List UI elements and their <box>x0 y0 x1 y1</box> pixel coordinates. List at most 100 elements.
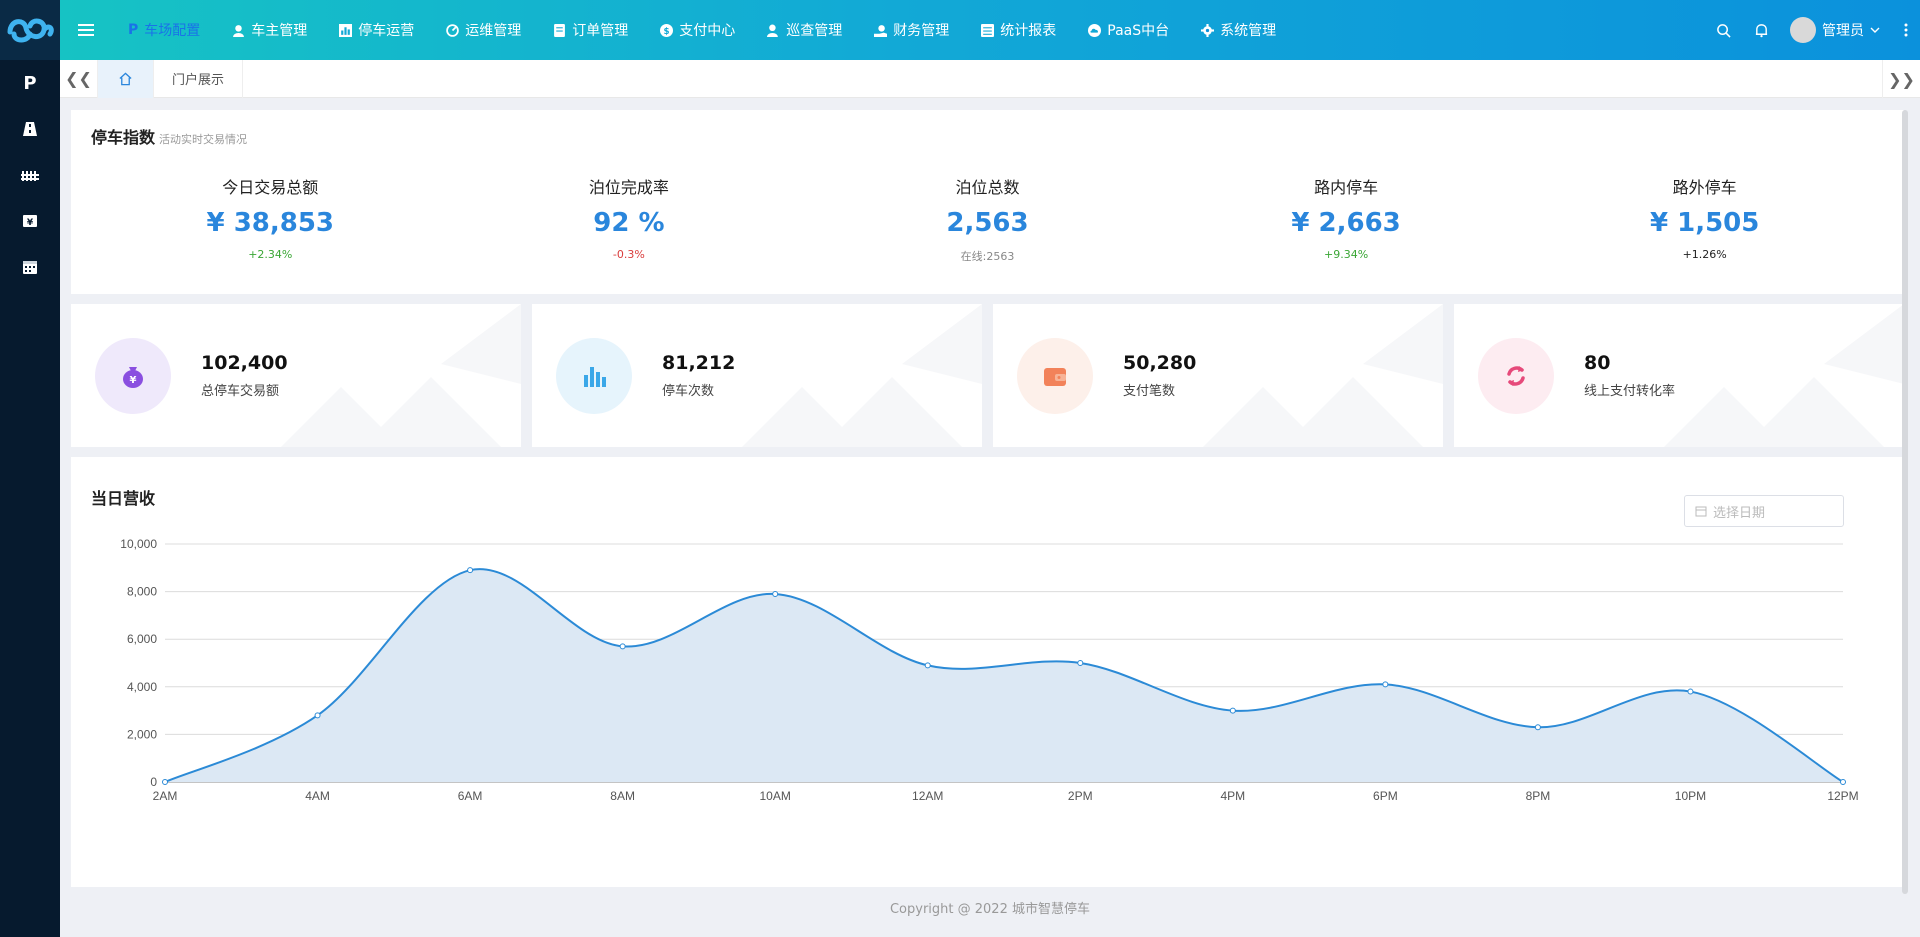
metric-label: 路外停车 <box>1672 178 1737 197</box>
nav-item-label: 车场配置 <box>144 23 201 39</box>
nav-item-system[interactable]: 系统管理 <box>1185 0 1292 60</box>
stat-label: 停车次数 <box>662 384 715 399</box>
nav-item-operations[interactable]: 停车运营 <box>323 0 430 60</box>
more-button[interactable] <box>1892 0 1920 60</box>
calendar-icon <box>23 261 37 274</box>
stat-card-total-transactions: ¥ 102,400 总停车交易额 <box>71 304 521 447</box>
home-icon <box>119 72 132 85</box>
rail-item-yen-card[interactable]: ¥ <box>0 198 60 244</box>
series-line <box>164 568 1844 783</box>
x-tick-label: 8PM <box>1526 789 1551 803</box>
left-rail: P ¥ <box>0 0 60 937</box>
rail-item-road[interactable] <box>0 106 60 152</box>
decorative-chevrons <box>1664 304 1904 447</box>
revenue-area-chart: 0 2,000 4,000 6,000 8,000 10,000 2AM 4AM 6AM 8AM 1… <box>120 537 1858 803</box>
metric-label: 泊位总数 <box>955 178 1020 197</box>
revenue-chart-card: 0 2,000 4,000 6,000 8,000 10,000 2AM 4AM 6AM 8AM 1… <box>71 457 1904 887</box>
parking-icon: P <box>128 22 139 38</box>
search-button[interactable] <box>1704 0 1742 60</box>
yen-card-icon: ¥ <box>23 215 37 228</box>
hamburger-icon <box>78 24 94 36</box>
data-point <box>1840 779 1846 785</box>
y-tick-label: 0 <box>150 775 157 789</box>
rail-item-calendar[interactable] <box>0 244 60 290</box>
chart-icon <box>339 23 353 37</box>
card-subtitle: 活动实时交易情况 <box>159 133 248 146</box>
date-picker-placeholder: 选择日期 <box>1713 505 1766 521</box>
data-point <box>1534 724 1541 731</box>
metric-value: ¥ 38,853 <box>206 208 335 238</box>
stat-cards-row: ¥ 102,400 总停车交易额 81,212 停车次数 50,280 <box>71 304 1904 447</box>
x-tick-label: 12PM <box>1827 789 1858 803</box>
nav-item-parking-config[interactable]: P 车场配置 <box>112 0 216 60</box>
stat-value: 102,400 <box>201 352 288 374</box>
metric-label: 泊位完成率 <box>588 178 669 197</box>
x-tick-label: 12AM <box>912 789 943 803</box>
y-tick-label: 2,000 <box>127 727 157 741</box>
app-logo[interactable] <box>0 0 60 60</box>
y-tick-label: 10,000 <box>120 537 157 551</box>
data-point <box>467 567 474 574</box>
tab-scroll-right-button[interactable]: ❯❯ <box>1882 60 1920 98</box>
stat-label: 总停车交易额 <box>201 384 280 399</box>
dashboard-icon <box>446 23 460 37</box>
stat-label: 线上支付转化率 <box>1584 384 1676 399</box>
nav-item-label: 运维管理 <box>465 23 522 39</box>
date-picker-input[interactable]: 选择日期 <box>1684 495 1844 527</box>
menu-toggle-button[interactable] <box>60 0 112 60</box>
stat-icon-circle <box>1478 337 1554 414</box>
nav-item-orders[interactable]: 订单管理 <box>537 0 644 60</box>
nav-item-label: 统计报表 <box>1000 23 1057 39</box>
rail-item-parking[interactable]: P <box>0 60 60 106</box>
user-name: 管理员 <box>1822 23 1864 39</box>
data-point <box>314 712 321 719</box>
cloud-icon <box>1088 23 1102 37</box>
metric-label: 路内停车 <box>1314 178 1379 197</box>
metric-daily-total: 今日交易总额 ¥ 38,853 +2.34% <box>91 174 450 264</box>
tab-strip: ❮❮ 门户展示 ❯❯ <box>60 59 1920 98</box>
bell-icon <box>1755 23 1767 37</box>
area-fill <box>165 569 1843 782</box>
stat-icon-circle <box>1017 337 1093 414</box>
stat-label: 支付笔数 <box>1123 384 1176 399</box>
nav-item-maintenance[interactable]: 运维管理 <box>430 0 537 60</box>
metric-label: 今日交易总额 <box>222 178 319 197</box>
metric-change: -0.3% <box>612 248 645 261</box>
nav-item-patrol[interactable]: 巡查管理 <box>751 0 858 60</box>
nav-item-reports[interactable]: 统计报表 <box>965 0 1072 60</box>
hand-money-icon <box>874 24 888 37</box>
document-icon <box>554 23 566 37</box>
notification-button[interactable] <box>1742 0 1780 60</box>
money-bag-icon: ¥ <box>123 366 143 388</box>
y-tick-label: 6,000 <box>127 632 157 646</box>
user-menu[interactable]: 管理员 <box>1780 17 1892 43</box>
nav-item-paas[interactable]: PaaS中台 <box>1072 0 1185 60</box>
wallet-icon <box>1044 367 1066 386</box>
svg-text:¥: ¥ <box>27 218 34 228</box>
decorative-chevrons <box>281 304 521 447</box>
nav-item-label: 巡查管理 <box>786 23 843 39</box>
card-title: 停车指数 <box>91 128 156 147</box>
rail-item-fence[interactable] <box>0 152 60 198</box>
nav-item-label: 系统管理 <box>1220 23 1277 39</box>
nav-item-payment[interactable]: $ 支付中心 <box>644 0 751 60</box>
footer-copyright: Copyright @ 2022 城市智慧停车 <box>889 902 1090 917</box>
y-tick-label: 4,000 <box>127 680 157 694</box>
tab-home[interactable] <box>98 59 154 98</box>
metric-change: 在线:2563 <box>960 250 1015 263</box>
stat-card-parking-count: 81,212 停车次数 <box>532 304 982 447</box>
coin-icon: $ <box>660 23 674 37</box>
user-icon <box>233 24 245 37</box>
nav-item-label: 停车运营 <box>358 23 415 39</box>
stat-card-conversion-rate: 80 线上支付转化率 <box>1454 304 1904 447</box>
tab-portal[interactable]: 门户展示 <box>154 59 244 98</box>
nav-item-owner[interactable]: 车主管理 <box>216 0 323 60</box>
more-vertical-icon <box>1904 23 1908 37</box>
nav-item-finance[interactable]: 财务管理 <box>858 0 965 60</box>
tab-scroll-left-button[interactable]: ❮❮ <box>60 59 98 98</box>
page-scrollbar[interactable] <box>1902 110 1908 894</box>
tab-label: 门户展示 <box>172 73 225 88</box>
stat-value: 81,212 <box>662 352 736 374</box>
chart-title: 当日营收 <box>91 489 156 508</box>
x-tick-label: 2PM <box>1068 789 1093 803</box>
